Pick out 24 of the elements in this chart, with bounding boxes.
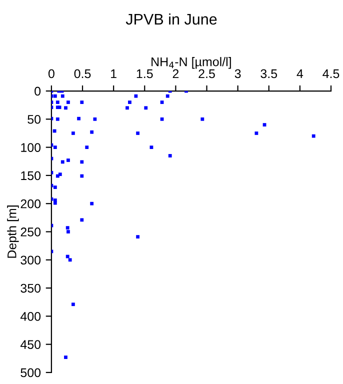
- y-tick-label: 50: [28, 114, 41, 124]
- y-tick-label: 0: [34, 86, 41, 96]
- y-tick-label: 300: [20, 256, 41, 265]
- y-tick-label: 500: [20, 368, 41, 378]
- x-tick-label: 3.5: [260, 69, 278, 78]
- y-tick-label: 200: [20, 199, 41, 208]
- x-tick-label: 3: [234, 69, 241, 78]
- x-tick-label: 2.5: [198, 69, 215, 78]
- y-tick-label: 350: [20, 284, 41, 293]
- x-axis-title: NH$_{4}$-N [µmol/l]: [152, 57, 231, 69]
- y-tick-label: 250: [20, 228, 41, 236]
- y-tick-label: 100: [21, 143, 41, 152]
- chart-title: JPVB in June: [126, 13, 217, 25]
- y-axis-title: Depth [m]: [7, 206, 19, 258]
- y-tick-label: 450: [20, 340, 41, 349]
- x-tick-label: 1: [111, 69, 116, 78]
- y-tick-label: 400: [20, 312, 41, 321]
- x-tick-label: 0.5: [74, 69, 91, 78]
- x-tick-label: 4: [296, 69, 304, 78]
- y-tick-label: 150: [21, 171, 41, 180]
- x-tick-label: 2: [172, 69, 179, 78]
- x-tick-label: 4.5: [322, 69, 340, 78]
- x-tick-label: 1.5: [136, 69, 153, 78]
- x-tick-label: 0: [48, 69, 54, 78]
